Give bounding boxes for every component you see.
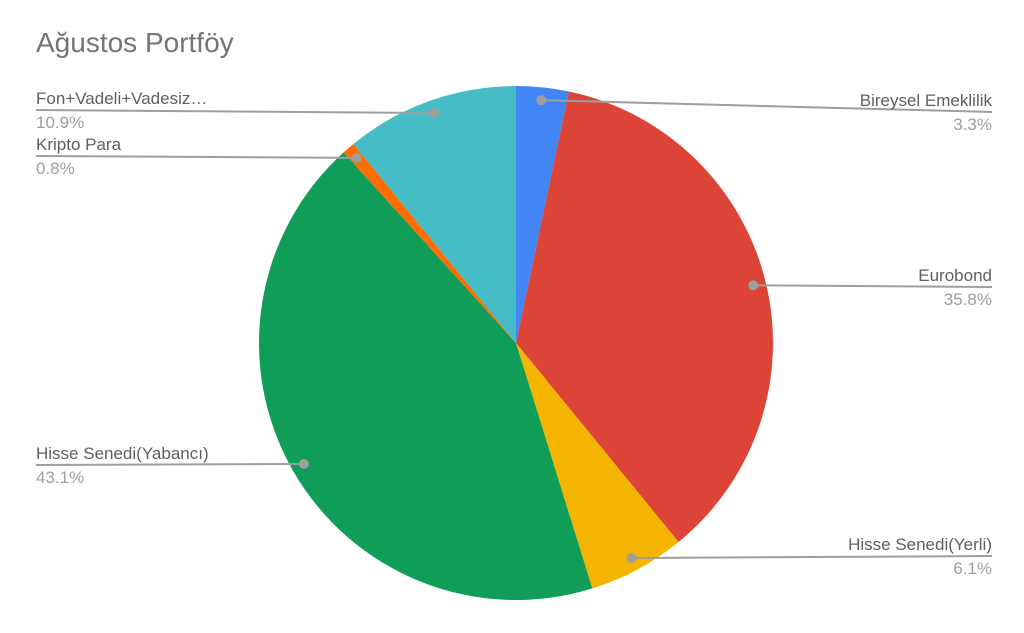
leader-line-1	[753, 284, 993, 288]
pie-slice-2[interactable]	[516, 343, 679, 589]
leader-dot-4	[351, 152, 362, 163]
slice-label-text: Bireysel Emeklilik	[859, 91, 992, 110]
leader-line-4	[35, 155, 357, 159]
leader-dot-1	[748, 280, 759, 291]
leader-line-0	[541, 99, 993, 113]
slice-label-fon-vadeli-vadesiz: Fon+Vadeli+Vadesiz… 10.9%	[36, 88, 207, 133]
pie-slices	[258, 86, 774, 600]
leader-dot-2	[626, 553, 637, 564]
slice-label-text: Eurobond	[918, 266, 992, 285]
slice-label-bireysel-emeklilik: Bireysel Emeklilik 3.3%	[860, 90, 992, 135]
leader-line-3	[35, 462, 304, 466]
leader-dot-3	[298, 458, 309, 469]
pie-slice-4[interactable]	[343, 143, 516, 343]
leader-dot-0	[536, 95, 547, 106]
slice-percent-text: 3.3%	[953, 115, 992, 134]
slice-percent-text: 10.9%	[36, 113, 85, 132]
slice-label-kripto-para: Kripto Para 0.8%	[36, 134, 121, 179]
slice-percent-text: 0.8%	[36, 159, 75, 178]
slice-label-hisse-senedi-yabanci: Hisse Senedi(Yabancı) 43.1%	[36, 443, 209, 488]
pie-slice-5[interactable]	[353, 86, 516, 343]
leader-line-5	[35, 109, 435, 115]
chart-title: Ağustos Portföy	[36, 27, 234, 58]
slice-percent-text: 43.1%	[36, 468, 85, 487]
slice-label-text: Hisse Senedi(Yabancı)	[36, 444, 209, 463]
leader-dots	[298, 95, 759, 564]
slice-label-eurobond: Eurobond 35.8%	[918, 265, 992, 310]
leader-dot-5	[429, 108, 440, 119]
pie-slice-1[interactable]	[516, 91, 774, 543]
slice-label-hisse-senedi-yerli: Hisse Senedi(Yerli) 6.1%	[848, 534, 992, 579]
leader-lines	[35, 99, 993, 560]
slice-label-text: Fon+Vadeli+Vadesiz…	[36, 89, 208, 108]
slice-label-text: Hisse Senedi(Yerli)	[848, 535, 992, 554]
slice-percent-text: 35.8%	[943, 290, 992, 309]
pie-slice-0[interactable]	[516, 86, 569, 343]
leader-line-2	[631, 555, 993, 560]
pie-slice-3[interactable]	[258, 152, 593, 600]
slice-label-text: Kripto Para	[36, 135, 122, 154]
slice-percent-text: 6.1%	[953, 559, 992, 578]
